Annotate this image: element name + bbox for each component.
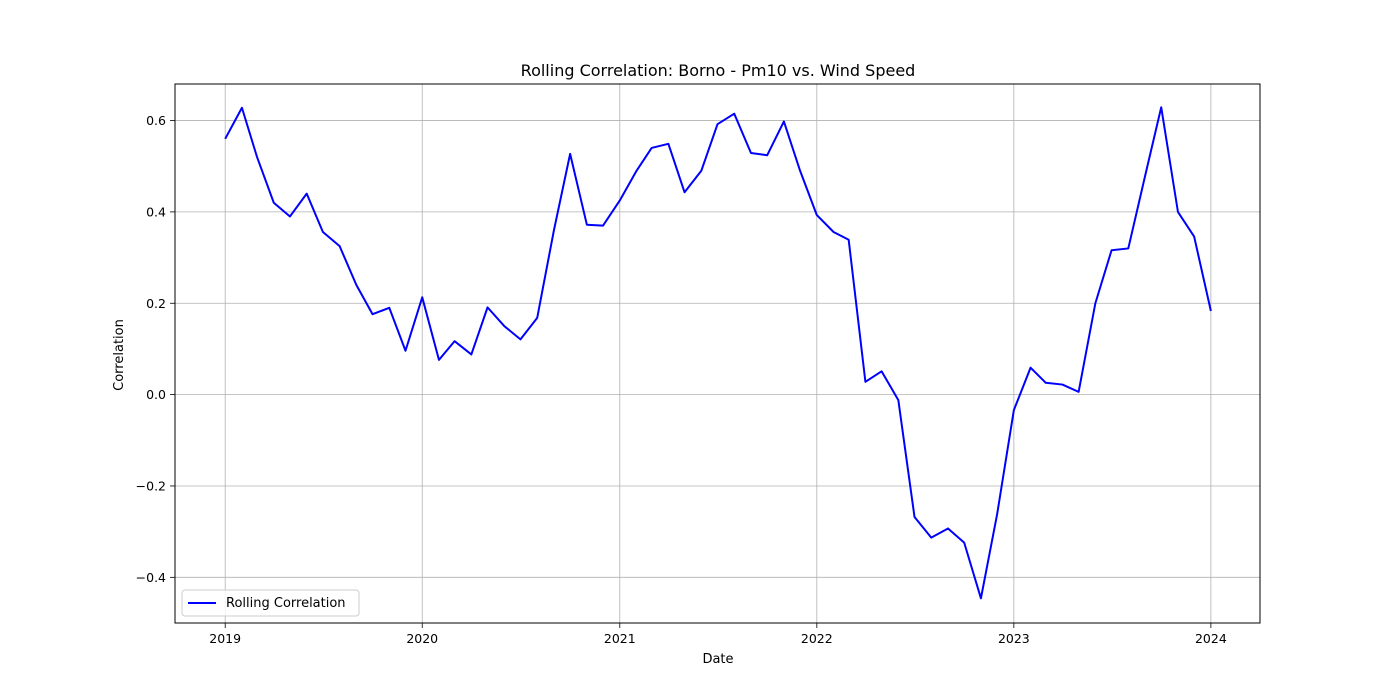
legend-box xyxy=(181,589,360,617)
chart-title: Rolling Correlation: Borno - Pm10 vs. Wi… xyxy=(521,61,916,80)
y-tick-label: −0.4 xyxy=(136,570,166,585)
legend-entry-rolling-correlation: Rolling Correlation xyxy=(226,596,346,611)
grid xyxy=(175,84,1260,623)
x-tick-label: 2019 xyxy=(209,631,241,646)
y-tick-label: −0.2 xyxy=(136,478,166,493)
x-tick-label: 2024 xyxy=(1195,631,1227,646)
y-axis-label: Correlation xyxy=(112,319,127,391)
x-tick-label: 2020 xyxy=(406,631,438,646)
y-tick-label: 0.6 xyxy=(146,113,166,128)
y-axis-ticks: −0.4 −0.2 0.0 0.2 0.4 0.6 xyxy=(136,113,175,585)
legend: Rolling Correlation xyxy=(181,589,360,617)
y-tick-label: 0.2 xyxy=(146,296,166,311)
y-tick-label: 0.0 xyxy=(146,387,166,402)
x-axis-ticks: 2019 2020 2021 2022 2023 2024 xyxy=(209,623,1227,646)
y-tick-label: 0.4 xyxy=(146,204,166,219)
x-axis-label: Date xyxy=(702,652,733,667)
series-line-rolling-correlation xyxy=(224,106,1212,600)
x-tick-label: 2022 xyxy=(801,631,833,646)
x-tick-label: 2021 xyxy=(604,631,636,646)
plot-frame xyxy=(174,83,1261,624)
x-tick-label: 2023 xyxy=(998,631,1030,646)
series-layer xyxy=(224,106,1212,600)
